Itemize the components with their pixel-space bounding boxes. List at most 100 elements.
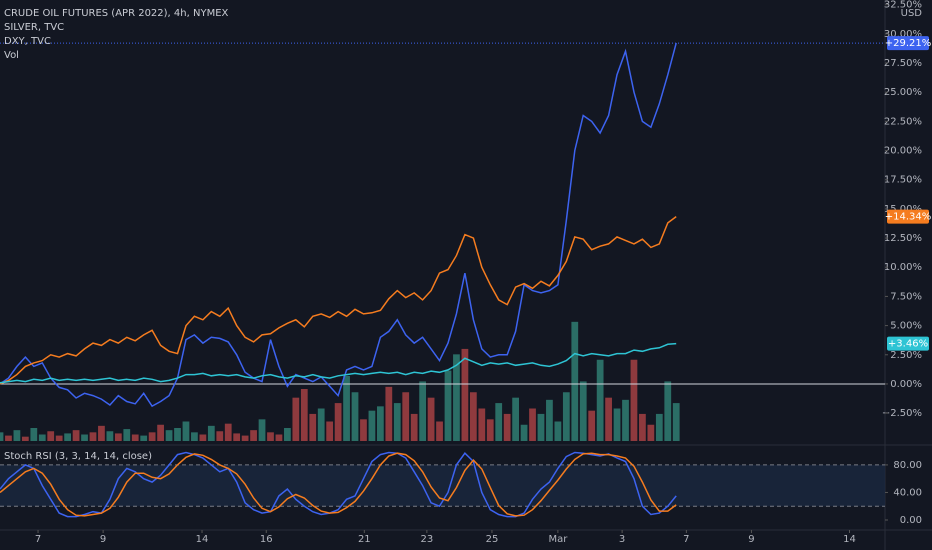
volume-bar bbox=[368, 410, 376, 441]
volume-bar bbox=[478, 408, 486, 441]
y-tick-label: 27.50% bbox=[884, 58, 922, 69]
volume-bar bbox=[537, 413, 545, 441]
series-line bbox=[0, 452, 677, 517]
volume-bar bbox=[131, 434, 139, 441]
volume-bar bbox=[351, 392, 359, 441]
volume-bar bbox=[267, 432, 274, 441]
volume-bar bbox=[317, 408, 325, 441]
volume-bar bbox=[258, 419, 266, 441]
volume-bar bbox=[55, 435, 63, 441]
x-tick-label: Mar bbox=[548, 534, 568, 545]
volume-bar bbox=[613, 408, 621, 441]
y-tick-label: 80.00 bbox=[893, 460, 922, 471]
y-tick-label: 40.00 bbox=[893, 487, 922, 498]
volume-bar bbox=[571, 321, 579, 441]
volume-bar bbox=[647, 424, 655, 441]
x-tick-label: 14 bbox=[843, 534, 856, 545]
y-tick-label: 25.00% bbox=[884, 87, 922, 98]
volume-bar bbox=[21, 436, 29, 441]
volume-bar bbox=[241, 435, 249, 441]
volume-bar bbox=[520, 424, 528, 441]
unit-label: USD bbox=[901, 8, 923, 19]
last-value-box bbox=[887, 36, 929, 51]
volume-bar bbox=[402, 392, 410, 441]
volume-bar bbox=[98, 425, 105, 441]
volume-bar bbox=[393, 403, 401, 441]
volume-bar bbox=[275, 434, 283, 441]
volume-bar bbox=[639, 413, 646, 441]
volume-bar bbox=[588, 410, 596, 441]
volume-bar bbox=[284, 428, 291, 441]
series-line bbox=[0, 42, 677, 408]
volume-bar bbox=[0, 432, 4, 441]
volume-bar bbox=[453, 354, 460, 441]
y-tick-label: 0.00 bbox=[900, 515, 922, 526]
last-value-label: +29.21% bbox=[885, 38, 932, 49]
y-tick-label: 17.50% bbox=[884, 175, 922, 186]
volume-bar bbox=[216, 431, 224, 441]
volume-bar bbox=[385, 386, 393, 441]
volume-bar bbox=[605, 397, 612, 441]
x-tick-label: 9 bbox=[100, 534, 106, 545]
x-tick-label: 3 bbox=[619, 534, 625, 545]
volume-bar bbox=[38, 434, 46, 441]
volume-bar bbox=[106, 431, 114, 441]
volume-bar bbox=[250, 430, 257, 441]
legend-entry: SILVER, TVC bbox=[4, 22, 64, 33]
volume-bar bbox=[579, 381, 587, 441]
y-tick-label: 5.00% bbox=[890, 321, 922, 332]
last-value-label: +14.34% bbox=[885, 212, 932, 223]
volume-bar bbox=[360, 419, 367, 441]
legend-title: Stoch RSI (3, 3, 14, 14, close) bbox=[4, 451, 152, 462]
y-tick-label: 12.50% bbox=[884, 233, 922, 244]
legend-entry: Vol bbox=[4, 50, 19, 61]
volume-bar bbox=[444, 370, 452, 441]
volume-bar bbox=[469, 392, 477, 441]
volume-bar bbox=[326, 421, 334, 441]
volume-bar bbox=[123, 429, 131, 441]
volume-bar bbox=[529, 408, 536, 441]
volume-bar bbox=[436, 421, 443, 441]
last-value-label: +3.46% bbox=[888, 339, 928, 350]
y-tick-label: 30.00% bbox=[884, 29, 922, 40]
volume-bar bbox=[376, 406, 384, 441]
series-line bbox=[0, 451, 677, 518]
volume-bar bbox=[114, 433, 122, 441]
y-tick-label: 15.00% bbox=[884, 204, 922, 215]
volume-bar bbox=[343, 376, 350, 441]
volume-bar bbox=[554, 421, 562, 441]
volume-bar bbox=[562, 392, 570, 441]
volume-bar bbox=[30, 428, 38, 441]
volume-bar bbox=[664, 381, 672, 441]
volume-bar bbox=[165, 430, 173, 441]
x-tick-label: 25 bbox=[486, 534, 499, 545]
last-value-box bbox=[887, 209, 929, 224]
volume-bar bbox=[461, 348, 469, 441]
volume-bar bbox=[207, 425, 215, 441]
volume-bar bbox=[64, 433, 72, 441]
volume-bar bbox=[199, 434, 207, 441]
volume-bar bbox=[596, 359, 604, 441]
price-axis bbox=[885, 0, 932, 550]
y-tick-label: −2.50% bbox=[882, 408, 922, 419]
volume-bar bbox=[655, 413, 663, 441]
volume-bar bbox=[182, 421, 190, 441]
volume-bar bbox=[191, 432, 198, 441]
x-tick-label: 14 bbox=[196, 534, 209, 545]
volume-bar bbox=[140, 435, 148, 441]
volume-bar bbox=[300, 389, 308, 441]
volume-bar bbox=[630, 359, 638, 441]
volume-bar bbox=[224, 423, 232, 441]
legend-entry: CRUDE OIL FUTURES (APR 2022), 4h, NYMEX bbox=[4, 8, 229, 19]
series-line bbox=[0, 216, 677, 385]
volume-bar bbox=[174, 428, 181, 441]
x-tick-label: 23 bbox=[420, 534, 433, 545]
series-line bbox=[0, 342, 677, 384]
volume-bar bbox=[72, 430, 80, 441]
volume-bar bbox=[427, 397, 435, 441]
volume-bar bbox=[672, 403, 680, 441]
volume-bar bbox=[309, 413, 317, 441]
volume-bar bbox=[419, 381, 427, 441]
x-tick-label: 7 bbox=[683, 534, 689, 545]
